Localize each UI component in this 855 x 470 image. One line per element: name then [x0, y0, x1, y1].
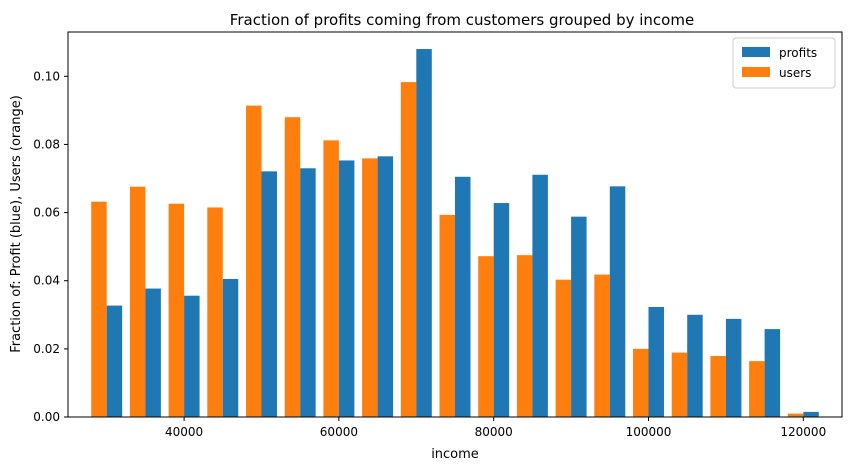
- bar-profits-3: [222, 279, 239, 417]
- legend-label-users: users: [779, 66, 811, 80]
- bar-users-15: [671, 352, 688, 417]
- chart-title: Fraction of profits coming from customer…: [230, 11, 694, 29]
- bar-profits-18: [803, 411, 819, 417]
- bar-users-8: [400, 82, 417, 417]
- bar-users-10: [478, 256, 494, 417]
- plot-frame: [67, 31, 843, 418]
- bar-users-17: [749, 361, 765, 417]
- bars-group: [91, 49, 819, 418]
- bar-profits-13: [609, 186, 626, 417]
- bar-profits-7: [377, 156, 394, 418]
- x-tick-label: 100000: [626, 425, 672, 439]
- bar-profits-2: [184, 295, 200, 417]
- bar-profits-15: [687, 314, 703, 417]
- bar-users-11: [516, 255, 533, 417]
- bar-profits-17: [764, 329, 781, 417]
- bar-users-9: [439, 214, 455, 417]
- bar-users-1: [129, 186, 146, 417]
- y-tick-label: 0.06: [33, 206, 60, 220]
- legend-swatch-users: [742, 67, 770, 77]
- y-tick-label: 0.04: [33, 274, 60, 288]
- bar-profits-4: [261, 171, 277, 417]
- bar-profits-8: [416, 49, 432, 417]
- bar-profits-14: [648, 306, 664, 417]
- y-tick-label: 0.08: [33, 137, 60, 151]
- legend-swatch-profits: [742, 47, 770, 57]
- legend: profits users: [732, 37, 836, 89]
- x-tick-label: 120000: [780, 425, 826, 439]
- bar-profits-5: [300, 168, 316, 417]
- y-tick-label: 0.00: [33, 410, 60, 424]
- x-axis-ticks: 40000 60000 80000 100000 120000: [165, 417, 826, 439]
- bar-users-3: [207, 207, 223, 417]
- bar-profits-9: [455, 176, 471, 417]
- bar-users-2: [168, 203, 185, 417]
- bar-users-6: [323, 140, 339, 417]
- legend-label-profits: profits: [779, 46, 817, 60]
- y-tick-label: 0.02: [33, 342, 60, 356]
- bar-profits-1: [145, 288, 161, 417]
- x-axis-label: income: [431, 447, 479, 462]
- bar-profits-16: [725, 318, 742, 417]
- bar-users-16: [710, 356, 726, 417]
- bar-users-5: [284, 117, 301, 417]
- x-tick-label: 40000: [165, 425, 203, 439]
- bar-profits-0: [106, 305, 123, 417]
- bar-users-18: [787, 413, 804, 417]
- bar-users-0: [91, 201, 107, 417]
- bar-users-14: [633, 348, 649, 417]
- bar-users-12: [555, 279, 572, 417]
- bar-profits-6: [338, 160, 355, 417]
- y-axis-label: Fraction of: Profit (blue), Users (orang…: [9, 95, 24, 353]
- bar-users-13: [594, 274, 610, 417]
- bar-users-7: [362, 158, 378, 417]
- y-axis-ticks: 0.00 0.02 0.04 0.06 0.08 0.10: [33, 69, 68, 424]
- bar-profits-11: [532, 174, 548, 417]
- bar-users-4: [246, 105, 262, 417]
- x-tick-label: 60000: [320, 425, 358, 439]
- bar-profits-12: [571, 216, 587, 417]
- x-tick-label: 80000: [475, 425, 513, 439]
- y-tick-label: 0.10: [33, 69, 60, 83]
- bar-profits-10: [493, 203, 510, 417]
